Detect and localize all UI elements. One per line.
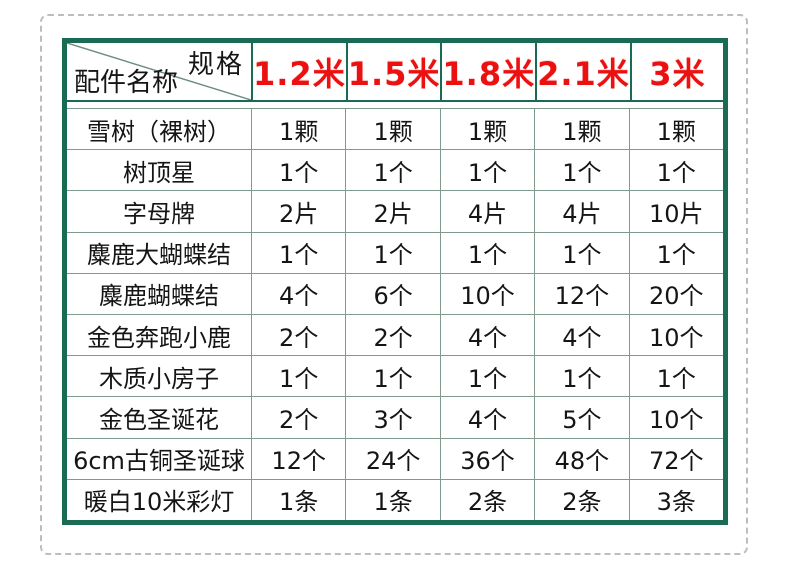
qty-cell: 2个 <box>251 397 345 438</box>
table-row: 暖白10米彩灯 1条 1条 2条 2条 3条 <box>67 478 723 521</box>
corner-cell: 规格 配件名称 <box>67 43 251 100</box>
column-header: 1.8米 <box>440 43 535 100</box>
qty-cell: 2片 <box>345 191 439 232</box>
qty-cell: 1个 <box>534 150 628 191</box>
qty-cell: 1个 <box>439 356 534 397</box>
qty-cell: 1个 <box>251 150 345 191</box>
qty-cell: 1个 <box>251 232 345 273</box>
table-body: 雪树（裸树） 1颗 1颗 1颗 1颗 1颗 树顶星 1个 1个 1个 1个 1个 字母牌 2片 2片 4片 4片… <box>67 109 723 521</box>
qty-cell: 1个 <box>628 232 723 273</box>
qty-cell: 4个 <box>439 315 534 356</box>
qty-cell: 1个 <box>251 356 345 397</box>
qty-cell: 1个 <box>628 356 723 397</box>
qty-cell: 1个 <box>345 232 439 273</box>
qty-cell: 2片 <box>251 191 345 232</box>
qty-cell: 1个 <box>439 232 534 273</box>
qty-cell: 1颗 <box>439 109 534 150</box>
row-label: 金色圣诞花 <box>99 406 219 435</box>
row-label: 麋鹿蝴蝶结 <box>99 282 219 311</box>
row-label: 木质小房子 <box>99 364 219 393</box>
row-label: 暖白10米彩灯 <box>83 488 235 517</box>
qty-cell: 4片 <box>439 191 534 232</box>
row-label: 金色奔跑小鹿 <box>87 323 231 352</box>
table-row: 金色奔跑小鹿 2个 2个 4个 4个 10个 <box>67 314 723 356</box>
qty-cell: 4个 <box>439 397 534 438</box>
qty-cell: 72个 <box>628 438 723 479</box>
row-label: 字母牌 <box>123 200 195 228</box>
qty-cell: 36个 <box>439 438 534 479</box>
qty-cell: 1条 <box>345 479 439 521</box>
qty-cell: 12个 <box>251 438 345 479</box>
qty-cell: 20个 <box>628 273 723 315</box>
qty-cell: 1颗 <box>251 109 345 150</box>
column-header: 3米 <box>629 43 723 100</box>
qty-cell: 12个 <box>534 273 628 315</box>
table-row: 树顶星 1个 1个 1个 1个 1个 <box>67 149 723 191</box>
qty-cell: 2条 <box>534 479 628 521</box>
table-row: 雪树（裸树） 1颗 1颗 1颗 1颗 1颗 <box>67 109 723 150</box>
row-label: 树顶星 <box>123 158 195 187</box>
column-header: 2.1米 <box>535 43 630 100</box>
table-header-row: 规格 配件名称 1.2米 1.5米 1.8米 2.1米 3米 <box>67 43 723 102</box>
table-row: 麋鹿大蝴蝶结 1个 1个 1个 1个 1个 <box>67 231 723 273</box>
qty-cell: 24个 <box>345 438 439 479</box>
column-header: 1.5米 <box>345 43 441 100</box>
row-label: 麋鹿大蝴蝶结 <box>87 241 231 270</box>
qty-cell: 10片 <box>628 191 723 232</box>
qty-cell: 1颗 <box>628 109 723 150</box>
qty-cell: 1个 <box>345 356 439 397</box>
table-row: 麋鹿蝴蝶结 4个 6个 10个 12个 20个 <box>67 272 723 315</box>
qty-cell: 1个 <box>534 356 628 397</box>
qty-cell: 2个 <box>251 315 345 356</box>
qty-cell: 4片 <box>534 191 628 232</box>
qty-cell: 1个 <box>628 150 723 191</box>
table-row: 木质小房子 1个 1个 1个 1个 1个 <box>67 355 723 397</box>
row-label: 6cm古铜圣诞球 <box>73 447 245 476</box>
row-label: 雪树（裸树） <box>87 117 231 146</box>
qty-cell: 1条 <box>251 479 345 521</box>
table-row: 字母牌 2片 2片 4片 4片 10片 <box>67 190 723 232</box>
qty-cell: 2个 <box>345 315 439 356</box>
qty-cell: 6个 <box>345 273 439 315</box>
qty-cell: 1个 <box>345 150 439 191</box>
diagonal-line-icon <box>67 43 251 100</box>
qty-cell: 1颗 <box>534 109 628 150</box>
qty-cell: 48个 <box>534 438 628 479</box>
header-divider <box>67 102 723 109</box>
corner-label-spec: 规格 <box>187 50 244 80</box>
qty-cell: 2条 <box>439 479 534 521</box>
qty-cell: 4个 <box>251 273 345 315</box>
corner-label-accessory-name: 配件名称 <box>74 68 179 98</box>
qty-cell: 4个 <box>534 315 628 356</box>
qty-cell: 1颗 <box>345 109 439 150</box>
qty-cell: 10个 <box>439 273 534 315</box>
qty-cell: 5个 <box>534 397 628 438</box>
qty-cell: 3个 <box>345 397 439 438</box>
qty-cell: 1个 <box>439 150 534 191</box>
table-row: 6cm古铜圣诞球 12个 24个 36个 48个 72个 <box>67 437 723 479</box>
column-header: 1.2米 <box>251 43 346 100</box>
qty-cell: 1个 <box>534 232 628 273</box>
qty-cell: 3条 <box>628 479 723 521</box>
spec-table: 规格 配件名称 1.2米 1.5米 1.8米 2.1米 3米 雪树（裸树） 1颗 1颗 1颗 1… <box>62 38 728 525</box>
table-row: 金色圣诞花 2个 3个 4个 5个 10个 <box>67 396 723 438</box>
qty-cell: 10个 <box>628 315 723 356</box>
qty-cell: 10个 <box>628 397 723 438</box>
